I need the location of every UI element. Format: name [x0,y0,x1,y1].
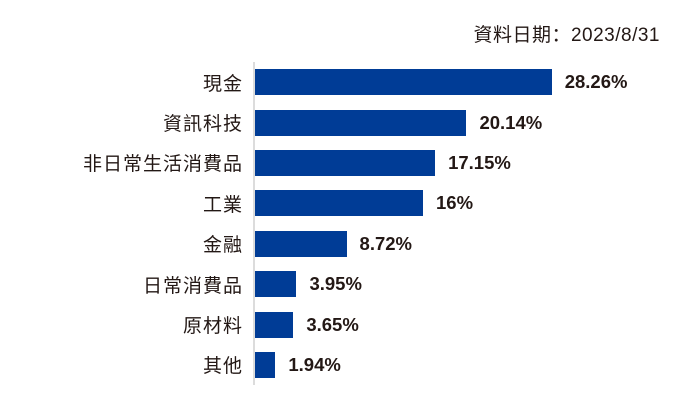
value-label: 17.15% [448,151,511,173]
value-label: 1.94% [288,353,341,375]
chart-row: 日常消費品 3.95% [0,263,688,305]
bar-area: 8.72% [253,223,688,264]
bar [255,271,297,298]
bar-area: 3.95% [253,263,688,305]
chart-row: 資訊科技 20.14% [0,102,688,143]
value-label: 16% [436,192,474,214]
bar [255,311,294,338]
bar [255,351,276,378]
bar-area: 20.14% [253,102,688,143]
bar-area: 3.65% [253,304,688,345]
bar-area: 17.15% [253,142,688,184]
category-label: 金融 [202,235,243,257]
chart-row: 現金 28.26% [0,62,688,103]
bar [255,109,467,136]
category-label: 日常消費品 [142,275,243,297]
value-label: 8.72% [359,232,413,254]
data-date-label: 資料日期：2023/8/31 [473,25,660,46]
bar [255,230,347,257]
chart-row: 其他 1.94% [0,344,688,386]
value-label: 20.14% [479,111,543,133]
bar-area: 1.94% [253,344,688,386]
category-label: 工業 [202,194,243,216]
sector-allocation-bar-chart: 現金 28.26% 資訊科技 20.14% 非日常生活消費品 17.15% 工業 16% 金融 8… [0,62,688,386]
bar-area: 16% [253,183,688,224]
chart-row: 金融 8.72% [0,223,688,264]
value-label: 3.95% [309,273,362,295]
bar [255,69,552,96]
category-label: 非日常生活消費品 [82,154,243,176]
chart-row: 原材料 3.65% [0,304,688,345]
category-label: 其他 [202,356,243,378]
bar [255,149,436,176]
bar [255,190,423,217]
value-label: 3.65% [306,313,359,335]
bar-area: 28.26% [253,62,688,103]
value-label: 28.26% [564,71,628,93]
chart-row: 工業 16% [0,183,688,224]
chart-row: 非日常生活消費品 17.15% [0,142,688,184]
category-label: 資訊科技 [162,114,243,136]
category-label: 原材料 [182,316,243,338]
category-label: 現金 [202,73,243,95]
